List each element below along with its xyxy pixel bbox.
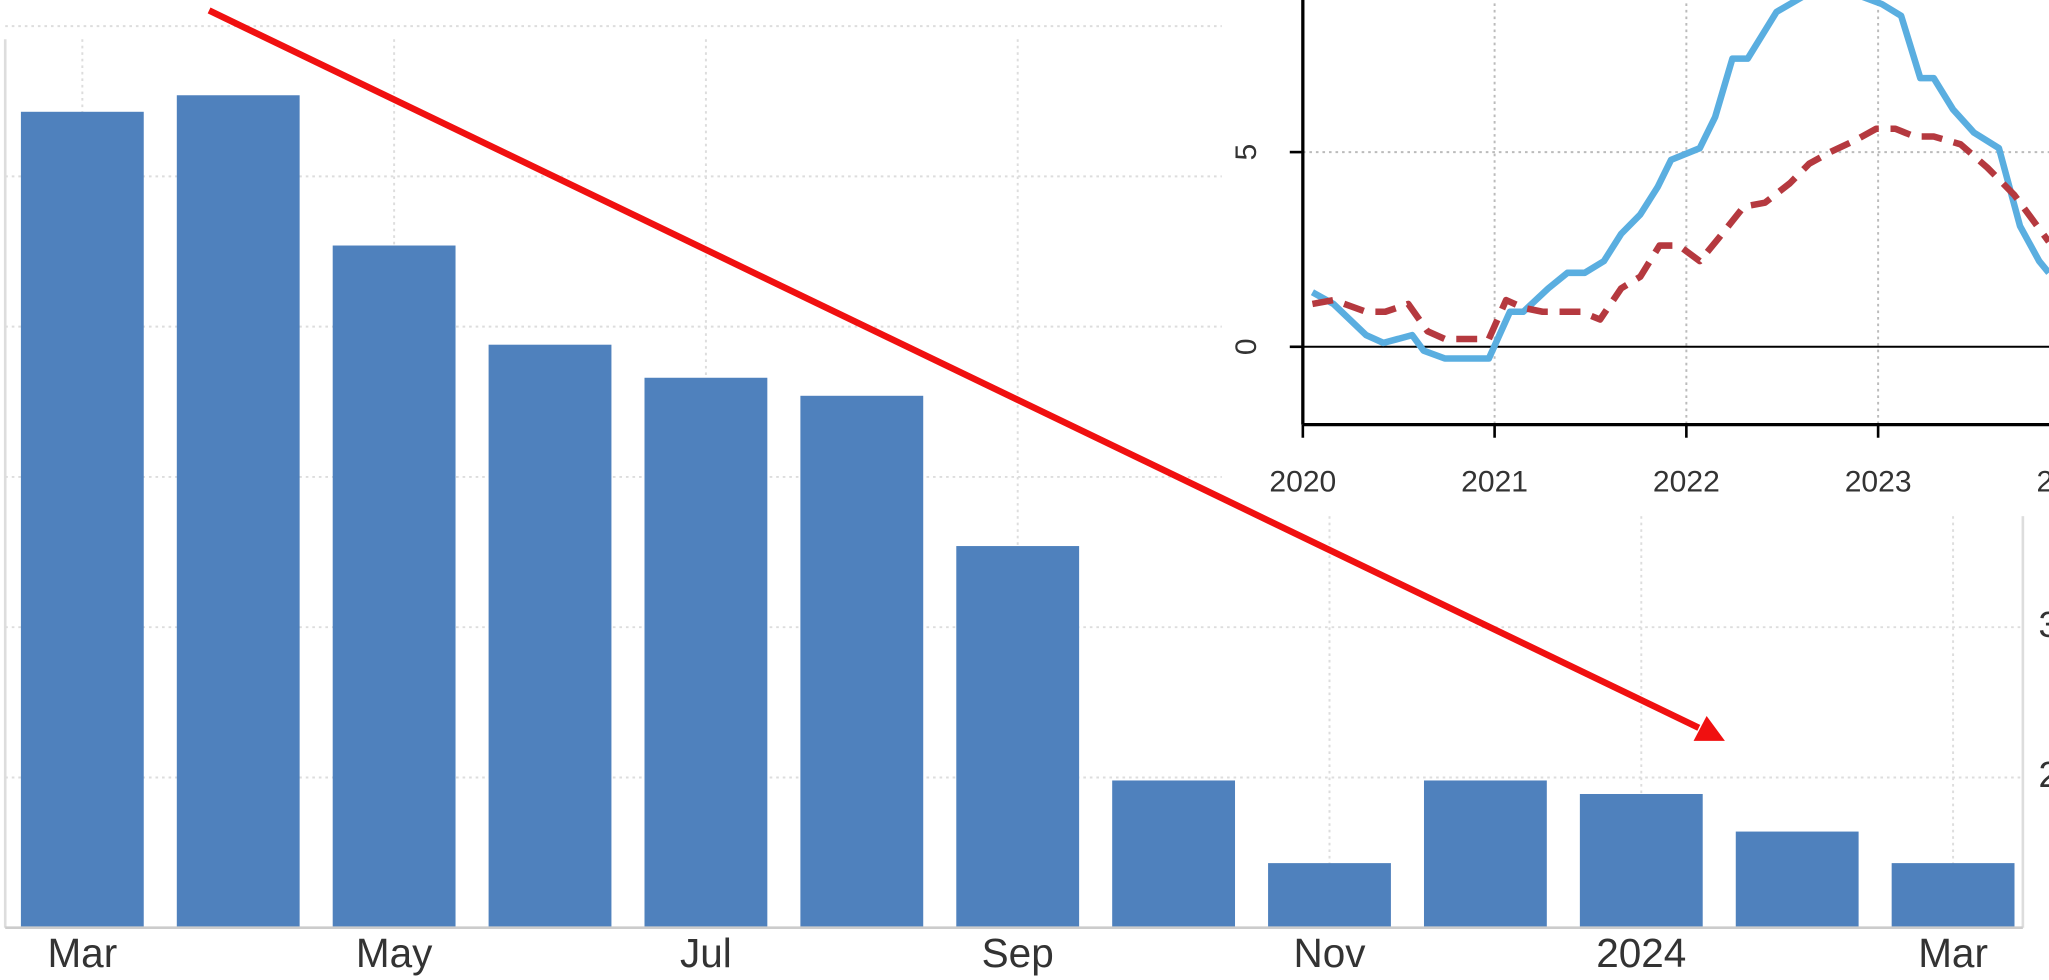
- x-tick-label: Mar: [47, 930, 117, 976]
- bar: [800, 395, 924, 928]
- x-tick-label: Sep: [982, 930, 1054, 976]
- bar: [1891, 863, 2015, 928]
- arrow-head: [1693, 716, 1725, 741]
- x-tick-label: 2021: [1461, 465, 1528, 498]
- bar: [20, 111, 144, 928]
- bar: [644, 377, 768, 928]
- inset-background: [1221, 0, 2049, 517]
- bar: [1112, 780, 1236, 928]
- bar: [1423, 780, 1547, 928]
- bar: [176, 95, 300, 928]
- bar: [1268, 863, 1391, 928]
- bar: [956, 546, 1080, 928]
- bar: [332, 245, 456, 928]
- arrow-line: [207, 7, 1701, 731]
- y-tick-label: 2: [2039, 754, 2049, 795]
- x-tick-label: 2024: [1596, 930, 1686, 976]
- x-tick-label: May: [356, 930, 433, 976]
- inset-plot: [1301, 0, 2049, 425]
- y-tick-label: 5: [1230, 144, 1263, 161]
- x-tick-label: 2020: [1269, 465, 1336, 498]
- y-tick-label: 0: [1230, 338, 1263, 355]
- x-tick-label: 2022: [1653, 465, 1720, 498]
- y-tick-label: 3: [2039, 604, 2049, 645]
- inset-chart: 202020212022202320240510: [1221, 0, 2049, 517]
- x-tick-label: Mar: [1918, 930, 1988, 976]
- trend-arrow: [207, 7, 1725, 741]
- bar: [1735, 831, 1859, 928]
- x-tick-label: 2024: [2036, 465, 2049, 498]
- x-tick-label: Jul: [680, 930, 732, 976]
- bar: [488, 344, 612, 928]
- bar: [1579, 793, 1703, 928]
- x-tick-label: Nov: [1293, 930, 1366, 976]
- x-tick-label: 2023: [1845, 465, 1912, 498]
- series-line: [1310, 0, 2049, 362]
- series-line: [1311, 125, 2049, 343]
